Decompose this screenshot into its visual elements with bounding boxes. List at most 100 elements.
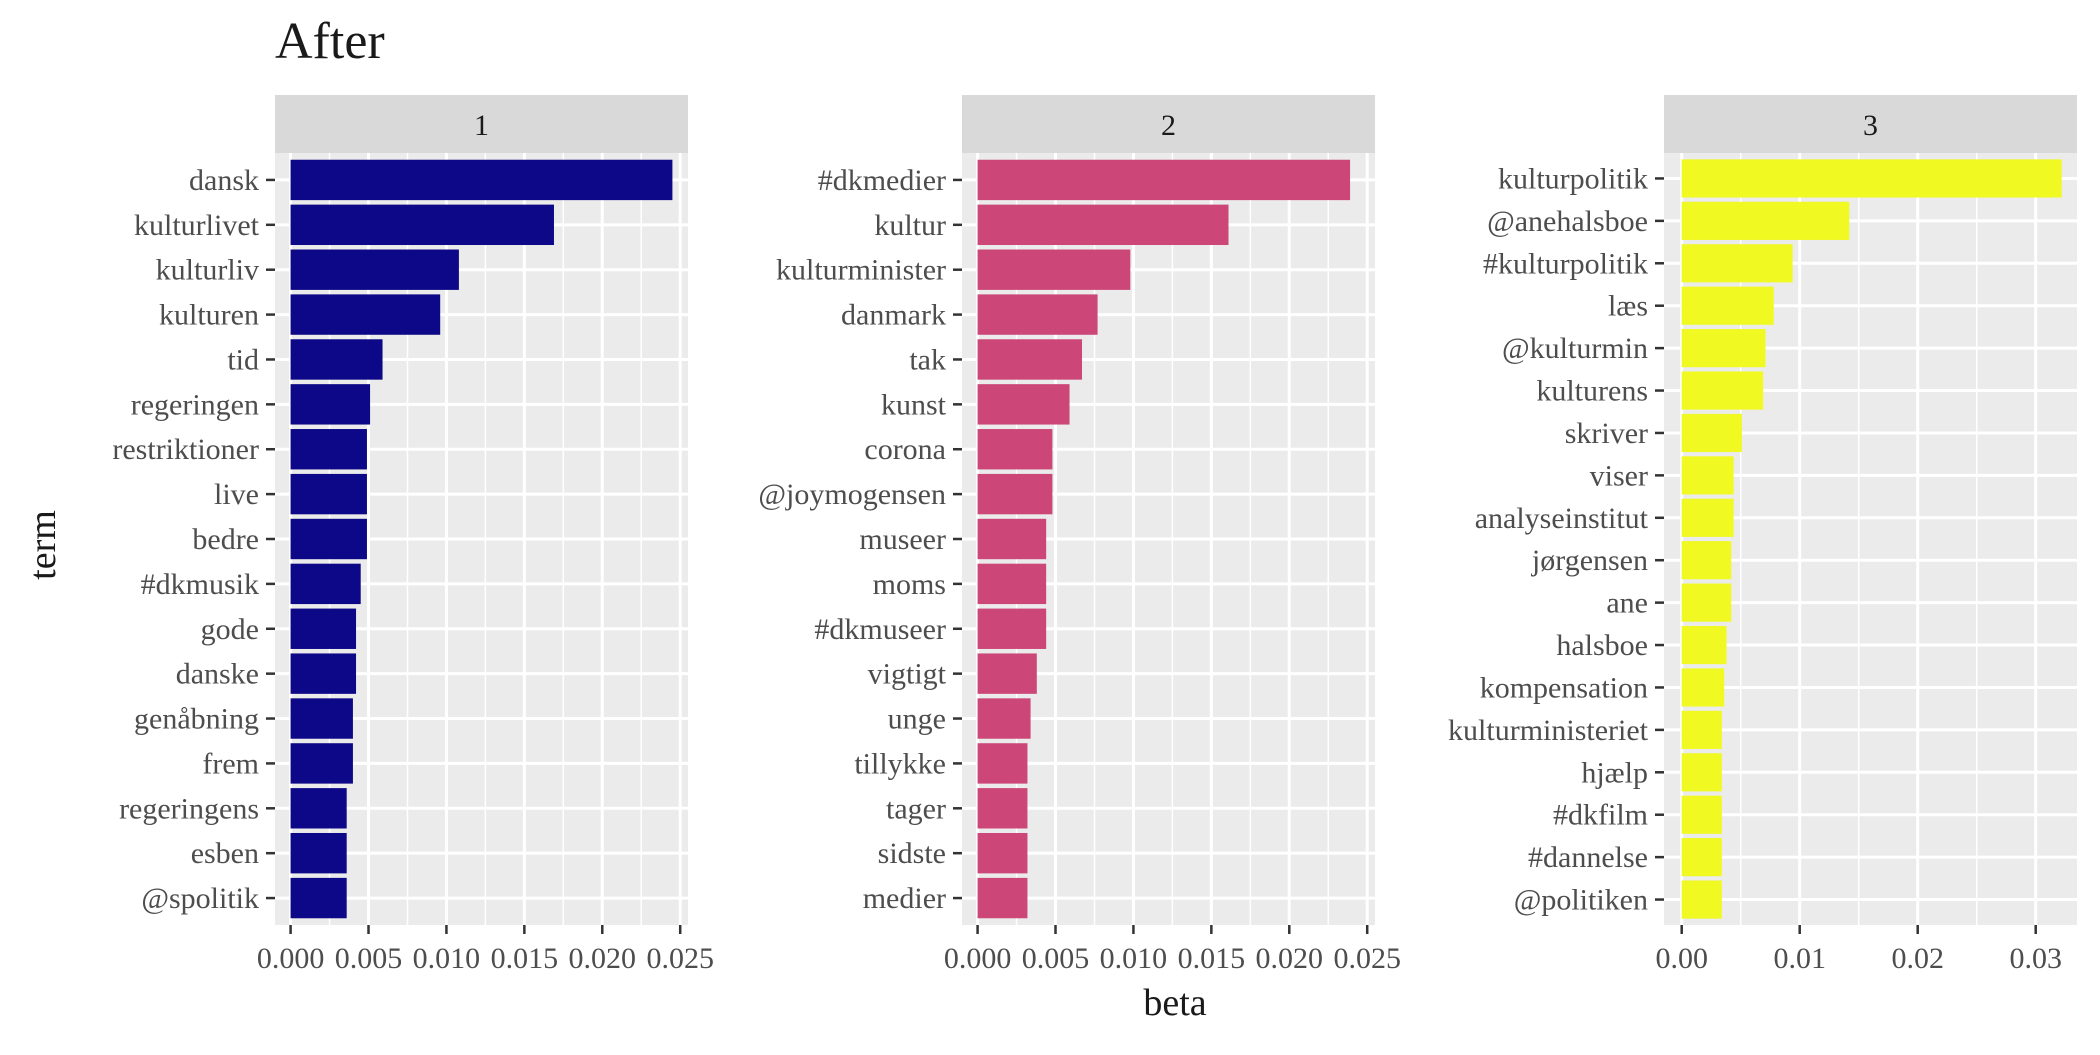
term-label: @politiken xyxy=(1514,884,1648,917)
term-label: #dkmusik xyxy=(141,568,259,601)
facet-panels: 1 dansk kulturlivet kulturliv kulturen tid reg… xyxy=(112,95,2077,975)
x-tick-label: 0.000 xyxy=(257,942,325,975)
bar-tager xyxy=(977,788,1028,829)
bar-unge xyxy=(977,698,1031,739)
bar-#dkmedier xyxy=(977,159,1351,201)
x-tick-label: 0.02 xyxy=(1891,942,1944,975)
bar-jørgensen xyxy=(1681,541,1732,580)
term-label: unge xyxy=(888,703,946,736)
term-label: @joymogensen xyxy=(758,478,946,511)
x-tick-label: 0.025 xyxy=(1333,942,1401,975)
x-tick-label: 0.03 xyxy=(2009,942,2062,975)
x-tick-label: 0.020 xyxy=(569,942,637,975)
term-label: kulturminister xyxy=(776,254,946,287)
bar-bedre xyxy=(290,518,367,560)
bar-kulturen xyxy=(290,294,441,335)
facet-panel-2: 2 #dkmedier kultur kulturminister danmark tak… xyxy=(758,95,1401,975)
facet-strip xyxy=(962,95,1375,153)
term-label: skriver xyxy=(1565,417,1648,450)
term-label: #dkfilm xyxy=(1553,799,1648,832)
term-label: tager xyxy=(886,792,946,825)
bar-kulturens xyxy=(1681,371,1764,410)
bar-frem xyxy=(290,743,353,784)
bar-tid xyxy=(290,339,383,380)
bar-sidste xyxy=(977,832,1028,874)
bar-hjælp xyxy=(1681,753,1722,792)
term-label: @spolitik xyxy=(141,882,259,915)
term-label: gode xyxy=(201,613,259,646)
term-label: genåbning xyxy=(134,703,259,736)
term-label: danmark xyxy=(841,299,946,332)
term-label: dansk xyxy=(189,164,259,197)
bar-regeringens xyxy=(290,788,347,829)
bar-kultur xyxy=(977,204,1229,246)
term-label: kunst xyxy=(881,388,947,421)
bar-læs xyxy=(1681,286,1774,325)
term-label: halsboe xyxy=(1556,629,1648,662)
bar-regeringen xyxy=(290,384,371,425)
term-label: esben xyxy=(191,837,259,870)
x-tick-label: 0.015 xyxy=(1178,942,1246,975)
bar-kulturliv xyxy=(290,249,459,290)
bar-skriver xyxy=(1681,413,1742,453)
term-label: regeringens xyxy=(119,792,259,825)
x-tick-label: 0.005 xyxy=(1022,942,1090,975)
x-axis-title: beta xyxy=(1143,982,1206,1024)
x-tick-label: 0.01 xyxy=(1773,942,1826,975)
bar-kompensation xyxy=(1681,668,1725,707)
term-label: tak xyxy=(909,343,946,376)
bar-@kulturmin xyxy=(1681,329,1766,368)
term-label: kultur xyxy=(874,209,946,242)
bar-#kulturpolitik xyxy=(1681,244,1793,283)
term-label: @kulturmin xyxy=(1502,332,1648,365)
term-label: ane xyxy=(1606,587,1648,620)
x-tick-label: 0.005 xyxy=(335,942,403,975)
term-label: kulturministeriet xyxy=(1448,714,1649,747)
x-tick-label: 0.025 xyxy=(646,942,714,975)
bar-ane xyxy=(1681,583,1732,622)
term-label: kulturen xyxy=(159,299,259,332)
bar-#dkfilm xyxy=(1681,795,1722,834)
term-label: sidste xyxy=(878,837,946,870)
term-label: analyseinstitut xyxy=(1475,502,1649,535)
x-tick-label: 0.00 xyxy=(1655,942,1708,975)
facet-strip-label: 2 xyxy=(1161,109,1176,142)
bar-dansk xyxy=(290,159,673,201)
bar-danmark xyxy=(977,294,1098,335)
chart-title: After xyxy=(275,13,385,70)
bar-#dkmuseer xyxy=(977,608,1047,649)
term-label: læs xyxy=(1608,290,1648,323)
term-label: corona xyxy=(864,433,946,466)
term-label: frem xyxy=(202,747,259,780)
bar-medier xyxy=(977,877,1028,919)
bar-@politiken xyxy=(1681,880,1722,919)
x-tick-label: 0.010 xyxy=(413,942,481,975)
term-label: tid xyxy=(227,343,259,376)
facet-panel-1: 1 dansk kulturlivet kulturliv kulturen tid reg… xyxy=(112,95,714,975)
x-tick-label: 0.015 xyxy=(491,942,559,975)
x-tick-label: 0.010 xyxy=(1100,942,1168,975)
bar-halsboe xyxy=(1681,625,1727,665)
bar-viser xyxy=(1681,456,1734,495)
term-label: kulturpolitik xyxy=(1498,162,1648,195)
term-label: regeringen xyxy=(131,388,259,421)
x-tick-label: 0.000 xyxy=(944,942,1012,975)
bar-#dkmusik xyxy=(290,563,361,605)
bar-kulturpolitik xyxy=(1681,159,2062,198)
bar-kulturminister xyxy=(977,249,1131,290)
bar-museer xyxy=(977,518,1047,560)
bar-danske xyxy=(290,653,357,694)
term-label: viser xyxy=(1590,459,1648,492)
term-label: danske xyxy=(176,658,259,691)
bar-@anehalsboe xyxy=(1681,201,1850,240)
bar-tillykke xyxy=(977,743,1028,784)
bar-live xyxy=(290,473,367,515)
bar-corona xyxy=(977,429,1053,470)
bar-analyseinstitut xyxy=(1681,498,1734,537)
term-label: kulturlivet xyxy=(134,209,260,242)
term-label: #dannelse xyxy=(1528,841,1648,874)
facet-strip xyxy=(275,95,688,153)
bar-esben xyxy=(290,832,347,874)
bar-vigtigt xyxy=(977,653,1037,694)
